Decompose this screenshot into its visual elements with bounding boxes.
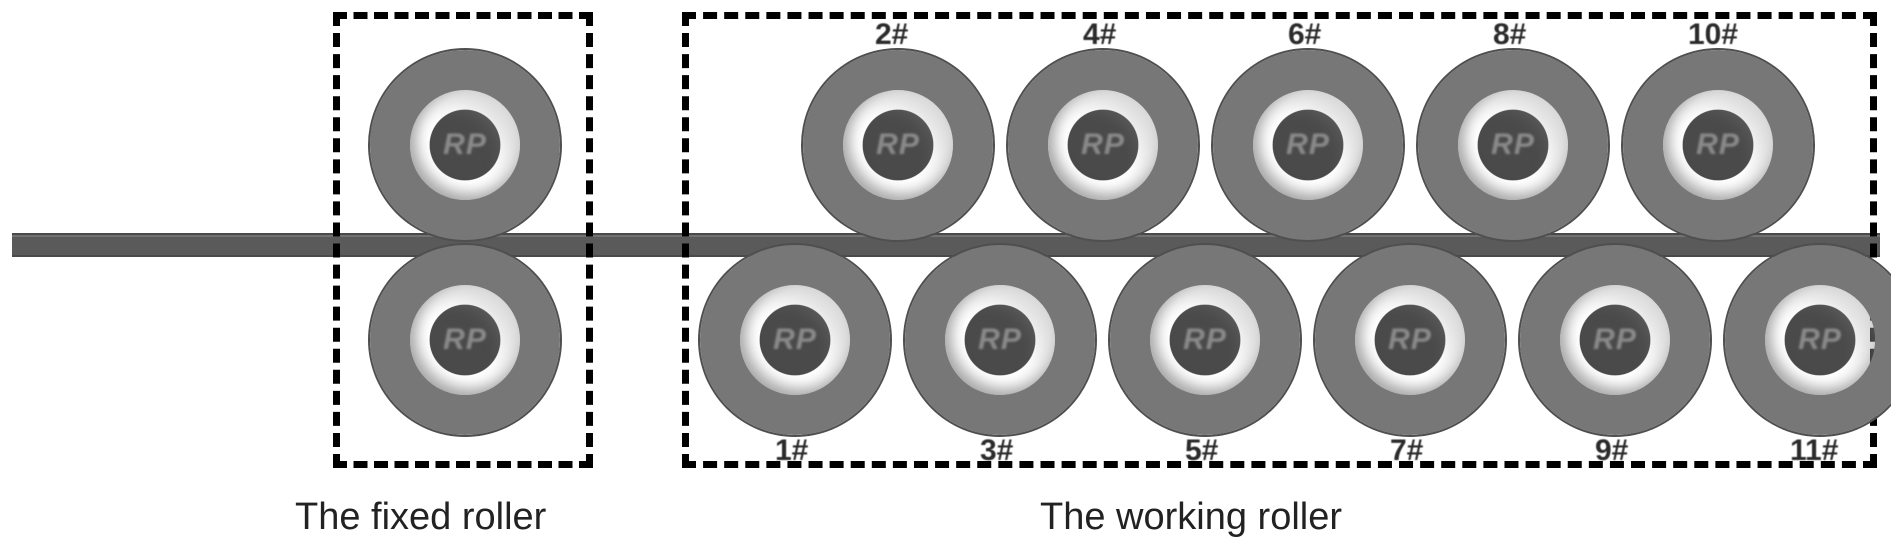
roller-label-r11: 11# [1790,434,1838,468]
roller-r6: RP [1213,50,1403,240]
roller-r3: RP [905,245,1095,435]
roller-label-r6: 6# [1288,18,1321,52]
roller-r5: RP [1110,245,1300,435]
roller-fixed-top: RP [370,50,560,240]
fixed-roller-caption: The fixed roller [295,496,546,539]
roller-r8: RP [1418,50,1608,240]
roller-r4: RP [1008,50,1198,240]
roller-r2: RP [803,50,993,240]
roller-label-r2: 2# [875,18,908,52]
roller-label-r10: 10# [1688,18,1738,52]
diagram-stage: RPRPRPRPRPRPRPRPRPRPRPRPRP 2#4#6#8#10#1#… [0,0,1891,557]
roller-label-r5: 5# [1185,434,1218,468]
roller-fixed-bottom: RP [370,245,560,435]
roller-r10: RP [1623,50,1813,240]
roller-label-r9: 9# [1595,434,1628,468]
working-roller-caption: The working roller [1040,496,1342,539]
roller-r7: RP [1315,245,1505,435]
roller-label-r3: 3# [980,434,1013,468]
roller-r9: RP [1520,245,1710,435]
roller-label-r7: 7# [1390,434,1423,468]
roller-label-r8: 8# [1493,18,1526,52]
roller-label-r4: 4# [1083,18,1116,52]
roller-r1: RP [700,245,890,435]
roller-label-r1: 1# [775,434,808,468]
